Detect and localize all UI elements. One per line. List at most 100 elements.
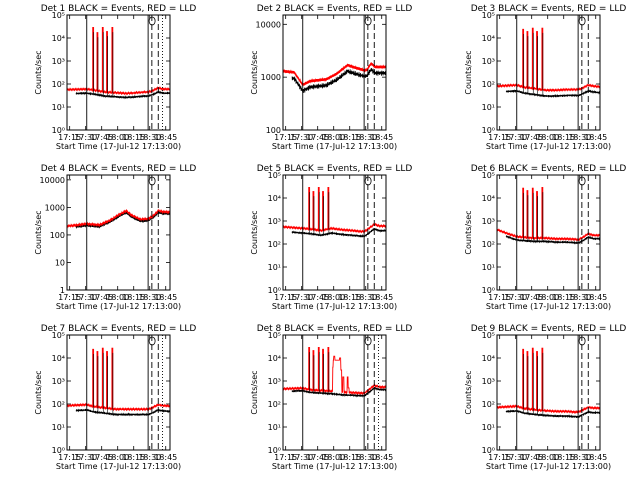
y-axis-label: Counts/sec [34,370,43,414]
plot-area [67,175,170,290]
y-tick-label: 10⁴ [482,34,495,43]
y-tick-label: 10² [268,400,281,409]
plot-area [67,15,170,130]
x-tick-label: 17:45 [306,293,329,302]
panel-title: Det 4 BLACK = Events, RED = LLD [41,164,197,174]
series-lld [497,404,600,415]
x-tick-label: 17:45 [520,293,543,302]
plot-frame [282,174,387,291]
x-tick-label: 17:30 [74,453,97,462]
y-tick-label: 10¹ [268,263,281,272]
y-axis-label: Counts/sec [34,50,43,94]
y-tick-label: 10⁰ [482,286,495,295]
y-tick-label: 10³ [268,377,281,386]
x-tick-label: 18:30 [354,453,377,462]
marker-loop [148,176,156,186]
plot-area [67,335,170,450]
x-tick-label: 17:45 [520,453,543,462]
x-tick-label: 18:30 [568,133,591,142]
panel-det-6: Det 6 BLACK = Events, RED = LLD 10⁰ 10¹ 10²… [464,164,626,311]
plot-area [497,335,600,450]
y-tick-label: 10 [55,258,65,267]
series-lld [283,62,386,87]
series-events [505,234,600,245]
x-axis-label: Start Time (17-Jul-12 17:13:00) [56,142,181,151]
plot-area [283,335,386,450]
marker-loop [578,176,586,186]
x-axis-label: Start Time (17-Jul-12 17:13:00) [272,142,397,151]
panel-title: Det 5 BLACK = Events, RED = LLD [257,164,413,174]
y-tick-label: 10⁴ [52,34,65,43]
x-tick-label: 18:00 [322,293,345,302]
x-tick-label: 17:45 [306,133,329,142]
x-tick-label: 18:15 [122,453,145,462]
y-tick-label: 10⁵ [268,171,281,180]
x-tick-label: 17:30 [504,293,527,302]
y-axis-label: Counts/sec [250,210,259,254]
series-lld [283,355,386,396]
y-tick-label: 10⁰ [268,286,281,295]
marker-loop [578,16,586,26]
y-tick-label: 10² [482,80,495,89]
x-tick-label: 18:30 [138,133,161,142]
panel-det-5: Det 5 BLACK = Events, RED = LLD 10⁰ 10¹ 10²… [250,164,412,311]
marker-loop [148,16,156,26]
y-tick-label: 10⁵ [52,331,65,340]
x-tick-label: 18:15 [338,133,361,142]
y-tick-label: 10000 [40,176,65,185]
y-tick-label: 100 [266,126,281,135]
y-tick-label: 10⁰ [52,446,65,455]
x-tick-label: 17:45 [90,453,113,462]
y-tick-label: 10² [482,400,495,409]
x-tick-label: 18:00 [536,293,559,302]
x-tick-label: 18:00 [106,133,129,142]
marker-loop [364,336,372,346]
y-tick-label: 10³ [52,377,65,386]
y-tick-label: 10⁵ [268,331,281,340]
y-tick-label: 10000 [256,20,281,29]
x-tick-label: 17:30 [504,133,527,142]
y-tick-label: 10² [482,240,495,249]
x-tick-label: 17:30 [504,453,527,462]
y-tick-label: 100 [50,231,65,240]
x-axis-label: Start Time (17-Jul-12 17:13:00) [56,302,181,311]
y-tick-label: 10³ [52,57,65,66]
y-tick-label: 10⁵ [482,331,495,340]
x-tick-label: 18:45 [584,293,607,302]
y-tick-label: 10¹ [52,103,65,112]
x-tick-label: 18:15 [552,133,575,142]
y-tick-label: 10¹ [52,423,65,432]
y-tick-label: 10⁰ [482,126,495,135]
x-tick-label: 17:30 [74,293,97,302]
x-tick-label: 18:45 [154,293,177,302]
panel-title: Det 7 BLACK = Events, RED = LLD [41,324,197,334]
x-axis-label: Start Time (17-Jul-12 17:13:00) [272,302,397,311]
series-events [505,409,600,419]
series-events [75,90,170,100]
x-tick-label: 18:45 [370,293,393,302]
x-tick-label: 18:45 [370,453,393,462]
series-lld [67,208,170,229]
plot-area [497,15,600,130]
y-tick-label: 10⁰ [482,446,495,455]
y-tick-label: 10² [52,400,65,409]
y-tick-label: 10⁴ [268,354,281,363]
y-tick-label: 10⁵ [482,171,495,180]
y-tick-label: 10⁵ [482,11,495,20]
panel-title: Det 1 BLACK = Events, RED = LLD [41,4,197,14]
plot-frame [66,174,171,291]
marker-loop [364,16,372,26]
plot-frame [496,174,601,291]
y-tick-label: 1000 [261,73,281,82]
plot-area [283,15,386,130]
x-tick-label: 17:15 [274,293,297,302]
y-tick-label: 10⁴ [482,194,495,203]
x-tick-label: 17:45 [520,133,543,142]
plot-frame [282,14,387,131]
x-tick-label: 17:15 [274,453,297,462]
y-tick-label: 10¹ [482,263,495,272]
x-tick-label: 18:30 [138,293,161,302]
x-axis-label: Start Time (17-Jul-12 17:13:00) [486,302,611,311]
x-tick-label: 17:15 [58,453,81,462]
